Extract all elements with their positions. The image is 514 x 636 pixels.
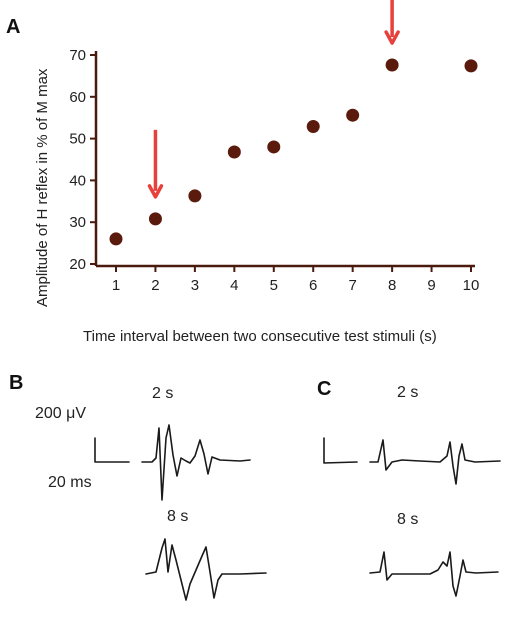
scale-amplitude-label: 200 μV [35,405,86,422]
trace-c-2s-baseline [323,437,358,464]
scale-time-label: 20 ms [48,474,92,491]
x-tick-label: 4 [230,277,238,294]
x-tick-label: 2 [151,277,159,294]
trace-label-b-2s: 2 s [152,385,173,402]
y-tick-label: 40 [69,172,86,189]
panel-letter-b: B [9,372,23,394]
panel-letter-c: C [317,378,331,400]
data-point [267,140,281,154]
y-tick-label: 70 [69,47,86,64]
trace-b-8s [145,538,267,601]
y-tick-label: 30 [69,214,86,231]
data-point [306,119,320,133]
red-arrows [147,0,400,199]
data-point [188,189,202,203]
data-point [385,58,399,72]
trace-c-8s [369,551,499,597]
x-tick-label: 5 [270,277,278,294]
x-tick-label: 1 [112,277,120,294]
data-point [346,108,360,122]
y-tick-label: 20 [69,256,86,273]
y-axis-label: Amplitude of H reflex in % of M max [34,68,51,307]
red-arrow-head [147,184,164,199]
trace-label-c-8s: 8 s [397,511,418,528]
y-tick-label: 60 [69,89,86,106]
h-reflex-scatter-chart: 1 2 3 4 5 6 7 8 9 10 20 30 40 50 60 70 Amplitude of H … [34,0,479,345]
chart-axes [94,51,475,268]
y-ticks: 20 30 40 50 60 70 [69,47,96,273]
x-tick-label: 7 [348,277,356,294]
red-arrow-head [384,30,400,45]
x-tick-label: 10 [463,277,480,294]
data-point [109,232,123,246]
y-tick-label: 50 [69,131,86,148]
trace-c-2s [369,439,501,485]
x-axis-label: Time interval between two consecutive te… [83,328,437,345]
scale-bar [94,437,130,463]
panel-letter-a: A [6,16,20,38]
x-tick-label: 6 [309,277,317,294]
data-point [148,212,162,226]
trace-label-b-8s: 8 s [167,508,188,525]
x-tick-label: 3 [191,277,199,294]
x-ticks: 1 2 3 4 5 6 7 8 9 10 [112,266,480,294]
trace-b-2s [141,424,251,501]
trace-label-c-2s: 2 s [397,384,418,401]
x-tick-label: 8 [388,277,396,294]
x-tick-label: 9 [427,277,435,294]
data-point [464,59,478,73]
data-points [109,58,478,246]
data-point [227,145,241,159]
